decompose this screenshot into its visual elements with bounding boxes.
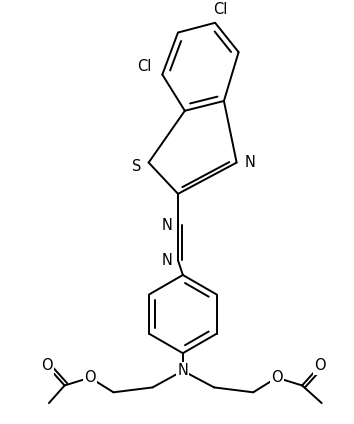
Text: Cl: Cl — [138, 59, 152, 74]
Text: Cl: Cl — [213, 2, 227, 17]
Text: S: S — [132, 159, 142, 174]
Text: O: O — [271, 370, 282, 385]
Text: O: O — [314, 358, 326, 374]
Text: N: N — [161, 218, 172, 233]
Text: N: N — [245, 155, 256, 170]
Text: O: O — [84, 370, 96, 385]
Text: N: N — [177, 363, 188, 378]
Text: O: O — [41, 358, 53, 374]
Text: N: N — [161, 253, 172, 268]
